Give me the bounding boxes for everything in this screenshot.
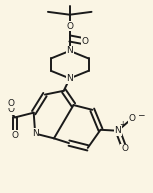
Text: O: O (8, 99, 15, 108)
Text: −: − (137, 110, 144, 119)
Text: N: N (32, 129, 39, 138)
Text: N: N (114, 126, 121, 135)
Text: O: O (66, 22, 73, 31)
Text: +: + (119, 120, 125, 129)
Text: O: O (81, 37, 88, 46)
Text: N: N (66, 46, 73, 55)
Text: O: O (121, 144, 128, 153)
Text: N: N (66, 74, 73, 83)
Text: O: O (8, 105, 15, 114)
Text: O: O (11, 131, 18, 140)
Text: O: O (129, 114, 136, 123)
